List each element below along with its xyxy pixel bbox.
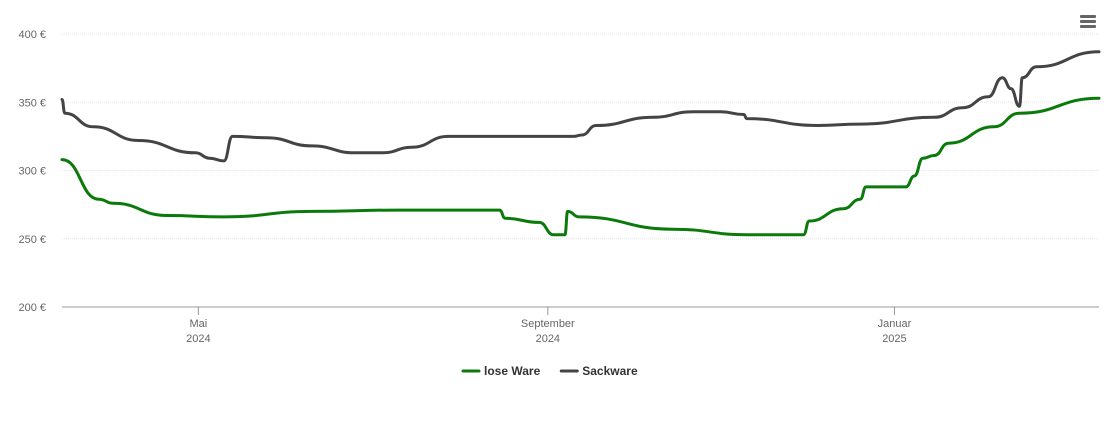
x-tick-label-year: 2024 — [186, 333, 210, 345]
series-lines — [60, 50, 1101, 237]
legend-label: lose Ware — [484, 364, 541, 378]
x-tick-label-year: 2024 — [536, 333, 560, 345]
y-tick-label: 250 € — [18, 234, 46, 246]
hamburger-menu-icon-bottom — [1080, 25, 1096, 28]
legend: lose Ware Sackware — [461, 364, 638, 378]
chart-menu-button[interactable] — [1077, 12, 1099, 32]
x-tick-label-month: Mai — [190, 318, 208, 330]
hamburger-menu-icon — [1080, 15, 1096, 18]
x-tick-label-year: 2025 — [882, 333, 906, 345]
y-tick-label: 350 € — [18, 97, 46, 109]
y-tick-label: 400 € — [18, 29, 46, 41]
x-tick-label-month: September — [521, 318, 575, 330]
legend-label: Sackware — [582, 364, 638, 378]
y-tick-label: 300 € — [18, 166, 46, 178]
hamburger-menu-icon-middle — [1080, 20, 1096, 23]
y-axis-labels: 200 € 250 € 300 € 350 € 400 € — [18, 29, 46, 314]
x-tick-label-month: Januar — [878, 318, 912, 330]
series-line-sackware — [60, 50, 1101, 163]
x-axis-ticks: Mai 2024 September 2024 Januar 2025 — [186, 307, 912, 345]
grid-lines — [62, 33, 1099, 240]
y-tick-label: 200 € — [18, 302, 46, 314]
series-line-lose-ware — [60, 96, 1101, 237]
